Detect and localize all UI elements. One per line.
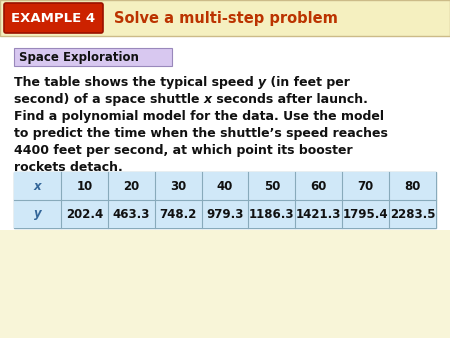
Text: x: x [34, 179, 41, 193]
Text: y: y [258, 76, 266, 89]
Text: 2283.5: 2283.5 [390, 208, 435, 220]
Text: 1795.4: 1795.4 [343, 208, 388, 220]
Text: x: x [204, 93, 212, 106]
Text: to predict the time when the shuttle’s speed reaches: to predict the time when the shuttle’s s… [14, 127, 388, 140]
FancyBboxPatch shape [4, 3, 103, 33]
Text: 202.4: 202.4 [66, 208, 103, 220]
Text: 748.2: 748.2 [159, 208, 197, 220]
Bar [0, 0, 450, 36]
Text: 40: 40 [217, 179, 233, 193]
Text: 10: 10 [76, 179, 92, 193]
Text: 70: 70 [358, 179, 374, 193]
Bar [14, 48, 172, 66]
Text: Find a polynomial model for the data. Use the model: Find a polynomial model for the data. Us… [14, 110, 384, 123]
Bar [0, 36, 450, 338]
Text: 1421.3: 1421.3 [296, 208, 342, 220]
Text: 979.3: 979.3 [206, 208, 244, 220]
Text: EXAMPLE 4: EXAMPLE 4 [11, 11, 95, 24]
Text: second) of a space shuttle: second) of a space shuttle [14, 93, 204, 106]
Text: y: y [34, 208, 41, 220]
Text: Space Exploration: Space Exploration [19, 50, 139, 64]
Bar [14, 172, 436, 228]
Text: 463.3: 463.3 [112, 208, 150, 220]
Text: 30: 30 [170, 179, 186, 193]
Text: 4400 feet per second, at which point its booster: 4400 feet per second, at which point its… [14, 144, 353, 157]
Text: 20: 20 [123, 179, 140, 193]
Bar [0, 230, 450, 338]
Text: 60: 60 [310, 179, 327, 193]
Text: 80: 80 [405, 179, 421, 193]
Text: (in feet per: (in feet per [266, 76, 350, 89]
Text: The table shows the typical speed: The table shows the typical speed [14, 76, 258, 89]
Text: rockets detach.: rockets detach. [14, 161, 123, 174]
Text: 1186.3: 1186.3 [249, 208, 295, 220]
Text: Solve a multi-step problem: Solve a multi-step problem [114, 10, 338, 25]
Bar [14, 200, 436, 228]
Text: seconds after launch.: seconds after launch. [212, 93, 368, 106]
Text: 50: 50 [264, 179, 280, 193]
Bar [14, 172, 436, 200]
